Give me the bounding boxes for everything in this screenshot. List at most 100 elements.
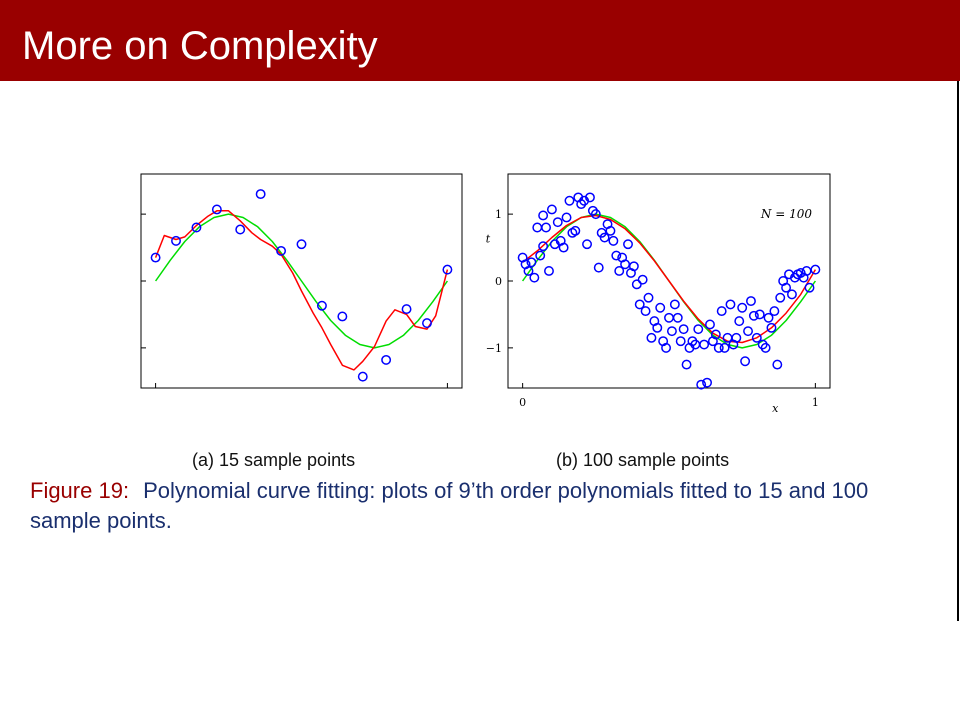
chart-b-point [640,306,651,317]
chart-a-point [296,239,307,250]
chart-b-point [775,292,786,303]
chart-b-point [538,210,549,221]
chart-a-point [422,318,432,329]
chart-b-point [564,195,575,206]
chart-a-point [401,304,412,315]
chart-a-point [337,311,348,322]
chart-b: 0 1 −1 0 1 x t N = 100 [486,173,831,415]
chart-a [140,173,463,389]
chart-b-curve [522,214,817,344]
right-edge-rule [957,81,959,621]
chart-b-point [696,379,707,390]
chart-b-point [766,322,777,333]
chart-b-point [529,272,540,283]
chart-b-point [599,232,610,243]
chart-b-point [804,282,815,293]
chart-b-ytick-label: 1 [495,208,502,221]
chart-b-point [737,302,748,313]
chart-b-xlabel: x [772,402,779,415]
chart-b-point [672,312,683,323]
chart-a-point [150,252,161,263]
chart-b-ytick-label: −1 [486,342,502,355]
chart-b-point [772,359,783,370]
chart-b-point [620,259,631,270]
chart-b-point [561,212,572,223]
chart-a-point [316,300,327,311]
chart-b-point [781,282,792,293]
figure-caption-text: Polynomial curve fitting: plots of 9’th … [30,478,869,533]
chart-b-point [769,306,780,317]
chart-b-point [810,264,821,275]
chart-b-point [751,332,762,343]
chart-b-xtick-label: 0 [519,396,526,409]
chart-b-point [570,225,581,236]
subcaption-b: (b) 100 sample points [556,450,730,470]
chart-b-point [681,359,692,370]
chart-b-point [699,339,710,350]
chart-b-point [754,309,765,320]
chart-b-point [585,192,595,203]
chart-b-point [664,312,674,323]
chart-b-point [643,292,654,303]
chart-b-point [748,310,759,321]
chart-b-point [538,241,549,252]
chart-b-point [582,239,592,250]
chart-b-point [669,299,680,310]
chart-b-xtick-label: 1 [812,396,819,409]
chart-b-point [637,274,648,285]
chart-b-point [702,377,713,388]
chart-b-point [614,266,625,276]
chart-a-curve [154,213,449,349]
chart-b-point [623,239,633,250]
chart-b-point [544,266,554,276]
figure-label: Figure 19: [30,478,130,503]
chart-b-point [763,312,774,323]
chart-b-point [646,332,657,343]
chart-b-point [652,322,663,333]
chart-b-point [655,302,666,313]
chart-b-point [523,266,534,276]
chart-a-point [211,204,222,215]
chart-b-point [552,217,563,228]
chart-b-point [631,279,642,290]
chart-b-point [710,329,721,340]
chart-a-point [235,224,246,235]
chart-b-point [634,299,645,310]
chart-a-point [171,235,181,246]
chart-b-point [661,342,672,353]
slide-title: More on Complexity [22,24,378,68]
chart-b-point [731,332,742,343]
chart-a-point [255,189,266,200]
chart-b-point [716,306,727,317]
chart-b-point [666,326,677,337]
chart-b-point [611,250,622,261]
chart-a-point [381,354,392,365]
chart-b-point [593,262,604,273]
chart-b-point [693,324,704,335]
chart-b-point [719,342,730,353]
chart-b-point [526,257,537,268]
subcaption-a: (a) 15 sample points [192,450,356,470]
chart-a-curve [154,210,449,371]
chart-a-point [357,371,368,382]
chart-b-point [532,222,543,233]
chart-b-point [740,356,751,367]
chart-b-annotation: N = 100 [760,207,812,221]
chart-b-point [558,242,569,253]
chart-a-point [442,264,453,275]
chart-b-point [760,342,771,353]
chart-b-point [608,235,619,246]
chart-b-point [628,261,639,272]
chart-b-point [546,204,557,215]
title-bar: More on Complexity [0,0,960,81]
chart-b-point [541,222,552,233]
chart-b-point [743,326,753,337]
figure-caption: Figure 19: Polynomial curve fitting: plot… [30,476,910,536]
chart-b-point [675,336,686,347]
chart-b-point [734,316,745,327]
chart-b-point [713,342,724,353]
chart-a-point [276,245,287,256]
chart-b-point [705,319,715,330]
chart-b-ytick-label: 0 [495,275,502,288]
